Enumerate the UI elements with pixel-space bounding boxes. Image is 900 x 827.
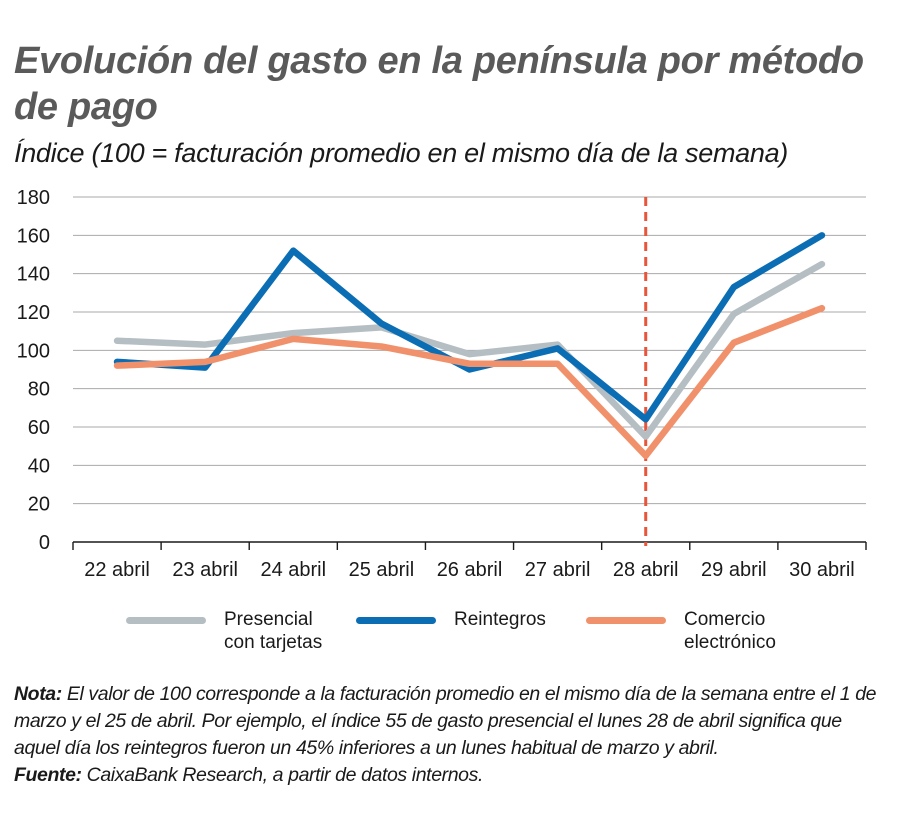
x-tick-label: 25 abril xyxy=(349,559,415,581)
legend-label-comercio: Comercio electrónico xyxy=(684,609,776,653)
legend: Presencial con tarjetas Reintegros Comer… xyxy=(0,608,900,668)
chart-subtitle: Índice (100 = facturación promedio en el… xyxy=(14,138,788,168)
y-axis-ticks: 0 20 40 60 80 100 120 140 160 180 xyxy=(17,187,50,554)
y-tick-label: 20 xyxy=(28,494,50,516)
x-tick-label: 29 abril xyxy=(701,559,767,581)
x-tick-label: 30 abril xyxy=(789,559,855,581)
series-line-2 xyxy=(113,304,826,459)
y-tick-label: 60 xyxy=(28,417,50,439)
source: Fuente: CaixaBank Research, a partir de … xyxy=(14,762,884,789)
series-line-0 xyxy=(113,260,826,440)
legend-label-reintegros: Reintegros xyxy=(454,609,546,630)
x-tick-label: 26 abril xyxy=(437,559,503,581)
legend-item-comercio: Comercio electrónico xyxy=(586,608,776,654)
line-chart: 0 20 40 60 80 100 120 140 160 180 22 abril 23 abri… xyxy=(17,187,867,581)
notes: Nota: El valor de 100 corresponde a la f… xyxy=(14,681,884,789)
y-tick-label: 140 xyxy=(17,264,50,286)
gridlines xyxy=(73,196,866,505)
y-tick-label: 40 xyxy=(28,455,50,477)
y-tick-label: 80 xyxy=(28,379,50,401)
note-text: El valor de 100 corresponde a la factura… xyxy=(14,683,877,759)
series-line-1 xyxy=(113,232,826,423)
legend-item-presencial: Presencial con tarjetas xyxy=(126,608,322,654)
note: Nota: El valor de 100 corresponde a la f… xyxy=(14,681,884,762)
legend-swatch-presencial xyxy=(126,617,206,624)
y-tick-label: 0 xyxy=(39,532,50,554)
x-axis: 22 abril 23 abril 24 abril 25 abril 26 abril… xyxy=(72,541,867,581)
legend-item-reintegros: Reintegros xyxy=(356,608,546,631)
legend-label-presencial: Presencial con tarjetas xyxy=(224,609,323,653)
y-tick-label: 160 xyxy=(17,225,50,247)
y-tick-label: 100 xyxy=(17,340,50,362)
source-text: CaixaBank Research, a partir de datos in… xyxy=(86,764,484,786)
series-lines xyxy=(113,232,826,459)
x-tick-label: 24 abril xyxy=(260,559,326,581)
source-label: Fuente: xyxy=(14,764,82,786)
x-tick-label: 27 abril xyxy=(525,559,591,581)
chart-title: Evolución del gasto en la península por … xyxy=(14,40,864,128)
x-tick-label: 23 abril xyxy=(172,559,238,581)
y-tick-label: 180 xyxy=(17,187,50,209)
legend-swatch-comercio xyxy=(586,617,666,624)
x-tick-label: 28 abril xyxy=(613,559,679,581)
x-tick-label: 22 abril xyxy=(84,559,150,581)
y-tick-label: 120 xyxy=(17,302,50,324)
legend-swatch-reintegros xyxy=(356,617,436,624)
note-label: Nota: xyxy=(14,683,62,705)
